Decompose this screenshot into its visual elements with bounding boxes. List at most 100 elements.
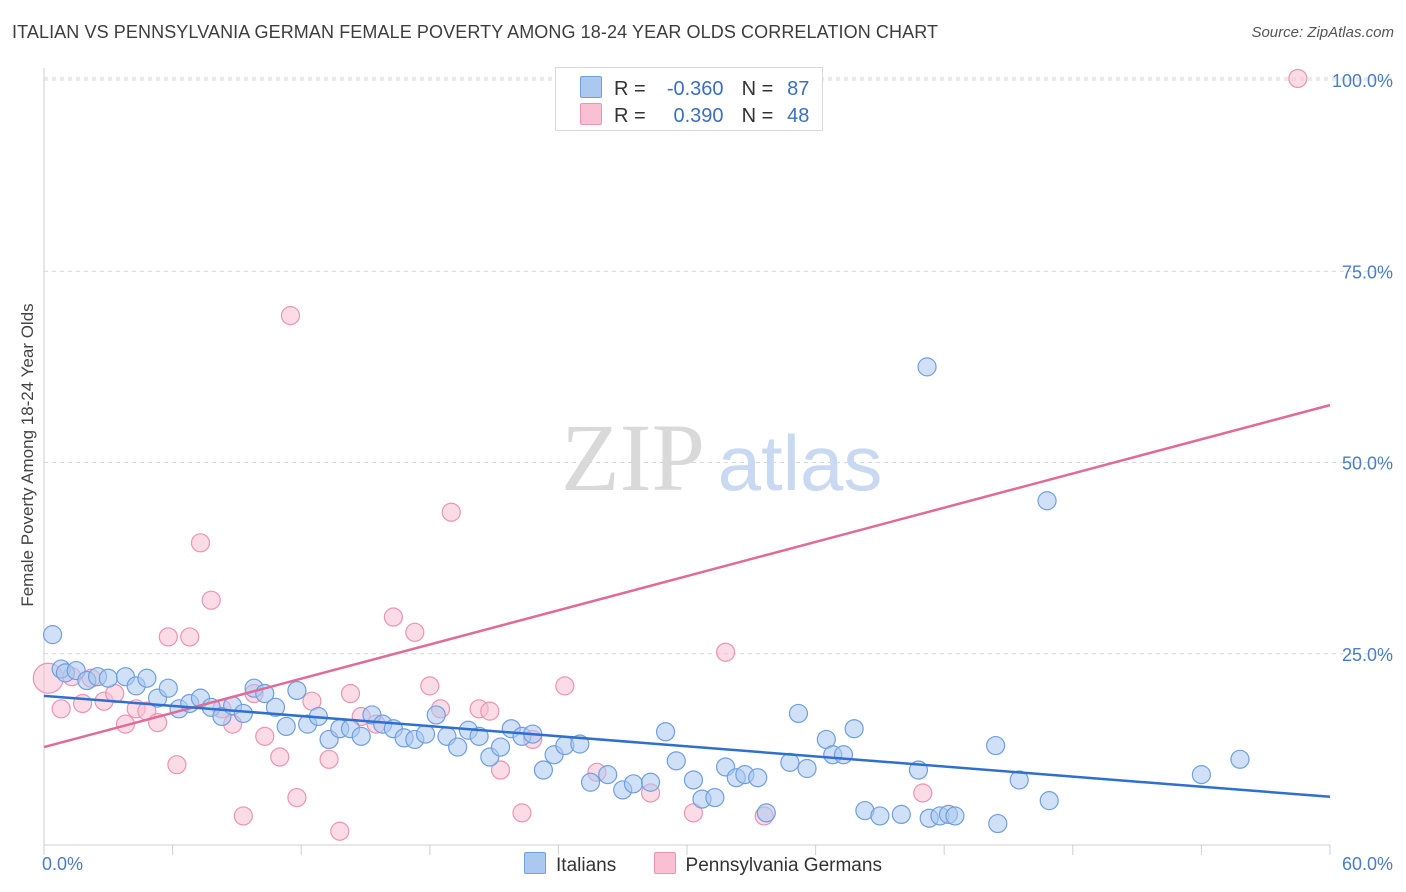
pennsylvania-germans-point — [255, 726, 275, 746]
pennsylvania-germans-point — [201, 590, 221, 610]
italians-point — [98, 668, 118, 688]
italians-point — [623, 774, 644, 794]
pennsylvania-germans-point — [512, 803, 532, 823]
pennsylvania-germans-point — [555, 676, 575, 696]
pennsylvania-germans-point — [383, 607, 403, 627]
tick-labels: 25.0% 50.0% 75.0% 100.0% 0.0% 60.0% — [42, 71, 1393, 874]
pennsylvania-germans-point — [1288, 68, 1308, 89]
series-legend: Italians Pennsylvania Germans — [0, 852, 1406, 877]
legend-row-italians: R = -0.360 N = 87 — [580, 76, 809, 102]
x-tick-label: 0.0% — [42, 854, 83, 874]
italians-swatch — [524, 852, 547, 874]
axes — [43, 68, 1331, 855]
pennsylvania-germans-point — [180, 627, 200, 647]
watermark-zip: ZIP — [561, 404, 705, 511]
legend-n-value: 48 — [787, 105, 810, 127]
pennsylvania-germans-point — [233, 806, 253, 826]
italians-point — [640, 772, 661, 792]
italians-point — [844, 719, 864, 739]
legend-r-label: R = — [614, 78, 646, 100]
pennsylvania-germans-point — [420, 676, 440, 696]
legend-row-pennsylvania-germans: R = 0.390 N = 48 — [580, 103, 809, 129]
pennsylvania-germans-point — [280, 306, 301, 326]
pennsylvania-germans-point — [405, 622, 425, 642]
italians-point — [158, 678, 178, 698]
italians-point — [415, 724, 436, 744]
italians-point — [655, 722, 676, 742]
legend-n-label: N = — [741, 78, 774, 100]
pennsylvania-germans-point — [167, 755, 187, 775]
italians-point — [870, 806, 890, 826]
italians-point — [580, 772, 601, 792]
pennsylvania-germans-point — [480, 701, 500, 721]
italians-point — [351, 726, 371, 746]
pennsylvania-germans-trend-line — [43, 403, 1331, 749]
pennsylvania-germans-point — [715, 642, 736, 662]
y-tick-label: 25.0% — [1342, 645, 1393, 665]
y-tick-label: 50.0% — [1342, 454, 1393, 474]
pennsylvania-germans-point — [330, 821, 350, 841]
italians-point — [490, 737, 511, 757]
legend-r-label: R = — [614, 105, 646, 127]
pennsylvania-germans-point — [340, 683, 361, 704]
pennsylvania-germans-point — [913, 783, 933, 803]
pennsylvania-germans-point — [441, 502, 461, 522]
pennsylvania-germans-point — [51, 699, 71, 719]
italians-point — [988, 813, 1008, 834]
italians-swatch — [580, 76, 602, 98]
italians-point — [287, 680, 307, 701]
italians-points — [42, 357, 1250, 834]
italians-point — [1039, 791, 1059, 811]
pennsylvania-germans-point — [158, 627, 178, 647]
italians-point — [833, 745, 854, 765]
italians-point — [42, 625, 63, 645]
italians-point — [797, 758, 817, 779]
italians-point — [137, 668, 157, 688]
italians-point — [1009, 770, 1029, 790]
legend-r-value: -0.360 — [666, 78, 724, 100]
italians-point — [683, 770, 704, 790]
italians-point — [1191, 765, 1212, 785]
source-label: Source: ZipAtlas.com — [1251, 24, 1394, 41]
legend-label-italians: Italians — [556, 855, 617, 876]
italians-point — [891, 804, 911, 825]
italians-point — [533, 760, 553, 780]
y-tick-label: 100.0% — [1332, 71, 1393, 91]
italians-point — [788, 703, 809, 724]
italians-point — [756, 803, 776, 823]
italians-point — [917, 357, 937, 377]
y-axis-label: Female Poverty Among 18-24 Year Olds — [18, 303, 37, 606]
correlation-legend: R = -0.360 N = 87 R = 0.390 N = 48 — [555, 67, 823, 131]
italians-point — [1037, 491, 1057, 511]
italians-point — [426, 705, 446, 725]
italians-point — [265, 697, 286, 717]
legend-r-value: 0.390 — [673, 105, 724, 127]
pennsylvania-germans-point — [319, 749, 339, 769]
italians-point — [598, 765, 618, 785]
italians-point — [986, 735, 1006, 756]
legend-n-value: 87 — [787, 78, 810, 100]
italians-trend-line — [43, 694, 1331, 799]
legend-item-italians: Italians — [524, 852, 616, 877]
watermark-atlas: atlas — [718, 419, 883, 507]
chart-title: ITALIAN VS PENNSYLVANIA GERMAN FEMALE PO… — [12, 22, 939, 42]
pennsylvania-germans-point — [190, 533, 211, 553]
pennsylvania-germans-swatch — [653, 852, 676, 874]
pennsylvania-germans-point — [287, 787, 307, 808]
pennsylvania-germans-swatch — [580, 103, 602, 125]
italians-point — [945, 806, 965, 826]
italians-point — [469, 726, 489, 746]
legend-label-pennsylvania-germans: Pennsylvania Germans — [685, 855, 882, 876]
italians-point — [705, 787, 725, 808]
pennsylvania-germans-point — [490, 760, 511, 780]
legend-n-label: N = — [741, 105, 774, 127]
italians-point — [570, 734, 590, 754]
italians-point — [233, 703, 253, 724]
italians-point — [276, 716, 296, 737]
italians-point — [448, 737, 468, 757]
pennsylvania-germans-point — [683, 803, 704, 823]
italians-point — [666, 751, 686, 771]
y-tick-label: 75.0% — [1342, 262, 1393, 282]
italians-point — [1230, 749, 1250, 769]
